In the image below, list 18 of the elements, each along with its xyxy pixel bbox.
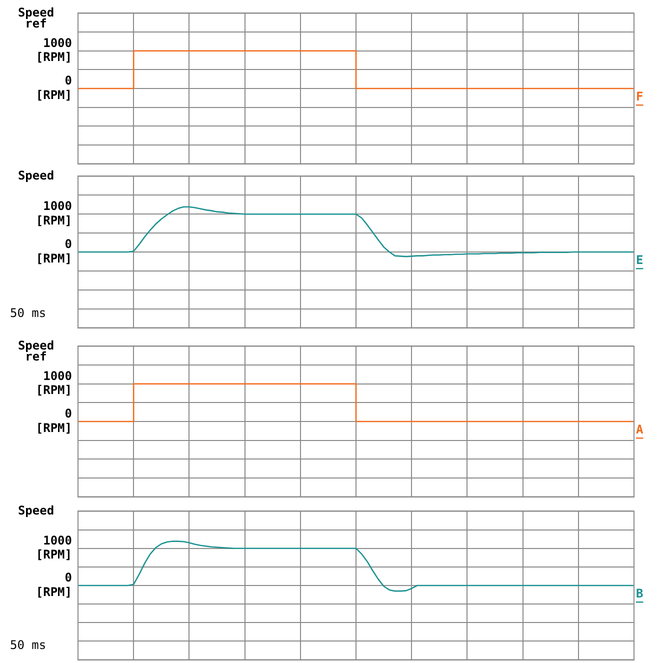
y-axis-title: Speed ref xyxy=(18,5,54,30)
y-tick-label: 0 [RPM] xyxy=(36,406,72,435)
y-tick-label: 0 [RPM] xyxy=(36,73,72,102)
y-axis-title: Speed xyxy=(18,168,54,182)
y-tick-label: 0 [RPM] xyxy=(36,236,72,266)
series-label: B xyxy=(636,586,644,601)
y-tick-label: 1000 [RPM] xyxy=(36,533,72,562)
series-label: E xyxy=(636,253,644,268)
y-axis-title: Speed xyxy=(18,503,54,518)
y-axis-title: Speed ref xyxy=(18,338,54,364)
y-tick-label: 0 [RPM] xyxy=(36,570,72,599)
series-label: A xyxy=(636,422,644,437)
series-label: F xyxy=(636,90,644,104)
y-tick-label: 1000 [RPM] xyxy=(36,368,72,398)
y-tick-label: 1000 [RPM] xyxy=(36,199,72,228)
text: 50 ms xyxy=(10,638,46,652)
y-tick-label: 1000 [RPM] xyxy=(36,36,72,64)
text: 50 ms xyxy=(10,306,46,320)
